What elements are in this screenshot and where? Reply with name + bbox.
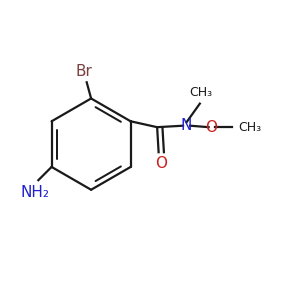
Text: N: N [181,118,192,133]
Text: CH₃: CH₃ [190,86,213,99]
Text: CH₃: CH₃ [238,121,261,134]
Text: Br: Br [75,64,92,79]
Text: O: O [206,120,218,135]
Text: O: O [155,156,167,171]
Text: NH₂: NH₂ [21,184,50,200]
